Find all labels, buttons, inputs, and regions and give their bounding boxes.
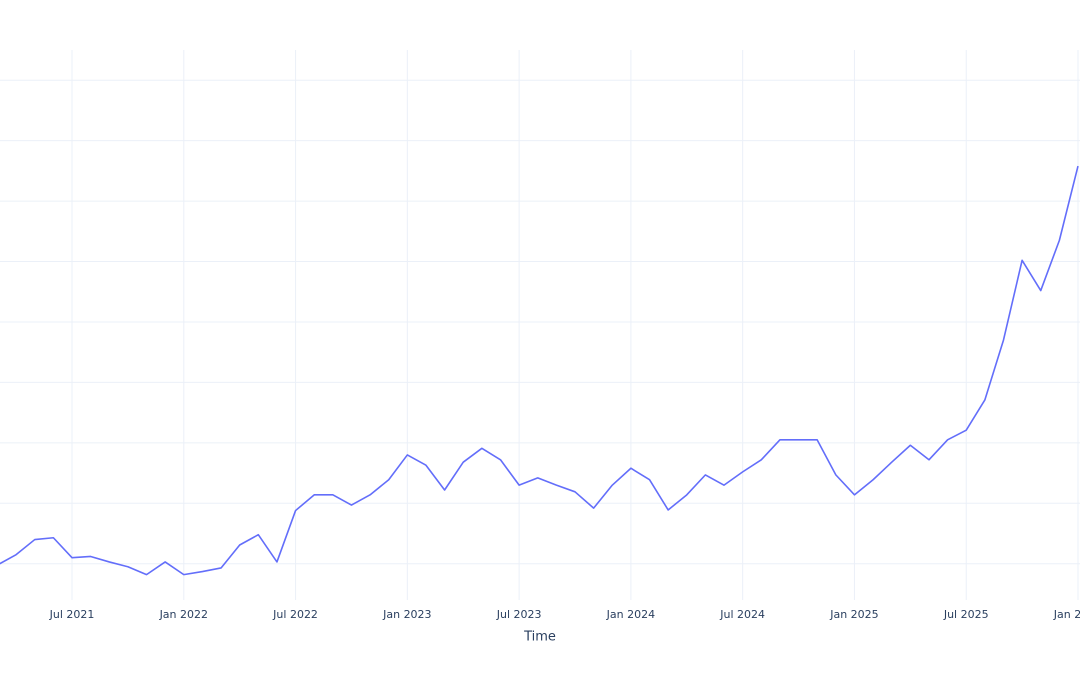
x-tick-label: Jan 2024 xyxy=(606,608,655,621)
x-tick-label: Jul 2021 xyxy=(49,608,95,621)
x-axis-title: Time xyxy=(523,630,556,645)
x-tick-label: Jul 2025 xyxy=(943,608,989,621)
line-series xyxy=(0,165,1079,576)
x-tick-label: Jan 2022 xyxy=(159,608,208,621)
x-tick-label: Jul 2024 xyxy=(719,608,765,621)
x-tick-label: Jan 2025 xyxy=(829,608,878,621)
x-tick-label: Jan 2026 xyxy=(1053,608,1080,621)
x-tick-label: Jul 2023 xyxy=(496,608,542,621)
x-tick-label: Jul 2022 xyxy=(272,608,318,621)
x-tick-label: Jan 2023 xyxy=(382,608,431,621)
